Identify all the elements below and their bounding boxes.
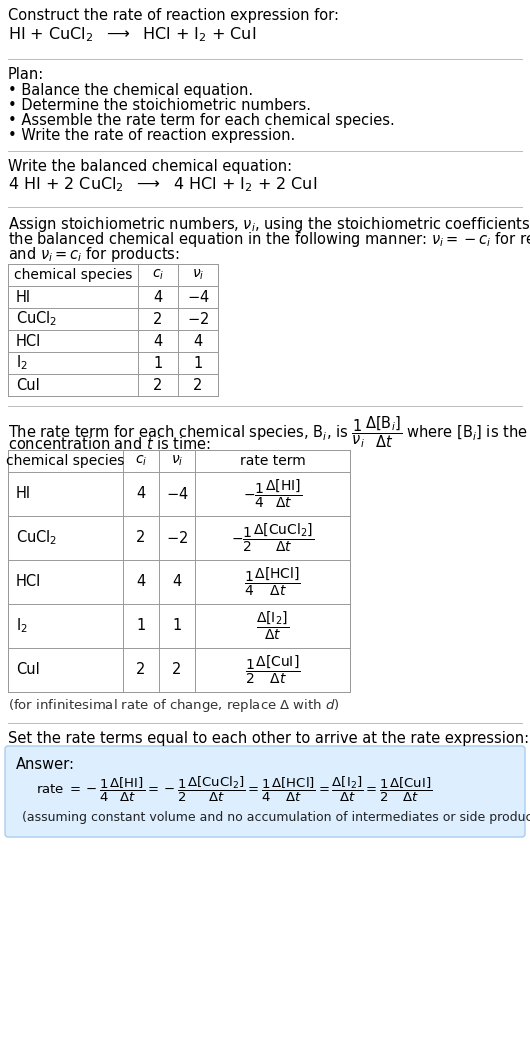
Bar — [8, 264, 218, 396]
Text: Construct the rate of reaction expression for:: Construct the rate of reaction expressio… — [8, 8, 339, 23]
Text: 2: 2 — [172, 663, 182, 677]
Text: CuCl$_2$: CuCl$_2$ — [16, 528, 57, 547]
Text: (for infinitesimal rate of change, replace Δ with $d$): (for infinitesimal rate of change, repla… — [8, 697, 340, 714]
Text: HCl: HCl — [16, 574, 41, 590]
Text: 4: 4 — [172, 574, 182, 590]
Text: 2: 2 — [136, 663, 146, 677]
Text: HI + CuCl$_2$  $\longrightarrow$  HCl + I$_2$ + CuI: HI + CuCl$_2$ $\longrightarrow$ HCl + I$… — [8, 25, 256, 44]
Bar — [8, 450, 350, 692]
Text: $-\dfrac{1}{4}\dfrac{\Delta[\mathrm{HI}]}{\Delta t}$: $-\dfrac{1}{4}\dfrac{\Delta[\mathrm{HI}]… — [243, 478, 302, 511]
Text: 2: 2 — [193, 377, 202, 393]
Text: chemical species: chemical species — [6, 454, 125, 468]
Text: HI: HI — [16, 290, 31, 304]
Text: 1: 1 — [193, 355, 202, 371]
Text: chemical species: chemical species — [14, 268, 132, 282]
Text: 1: 1 — [136, 619, 146, 634]
Text: The rate term for each chemical species, B$_i$, is $\dfrac{1}{\nu_i}\dfrac{\Delt: The rate term for each chemical species,… — [8, 414, 530, 449]
Text: $-\dfrac{1}{2}\dfrac{\Delta[\mathrm{CuCl_2}]}{\Delta t}$: $-\dfrac{1}{2}\dfrac{\Delta[\mathrm{CuCl… — [231, 522, 314, 554]
Text: Write the balanced chemical equation:: Write the balanced chemical equation: — [8, 159, 292, 174]
Text: 1: 1 — [172, 619, 182, 634]
Text: • Write the rate of reaction expression.: • Write the rate of reaction expression. — [8, 128, 295, 143]
Text: $\nu_i$: $\nu_i$ — [171, 454, 183, 468]
Text: $\dfrac{1}{2}\dfrac{\Delta[\mathrm{CuI}]}{\Delta t}$: $\dfrac{1}{2}\dfrac{\Delta[\mathrm{CuI}]… — [245, 653, 300, 687]
Text: concentration and $t$ is time:: concentration and $t$ is time: — [8, 436, 211, 452]
Text: 4: 4 — [136, 487, 146, 501]
Text: (assuming constant volume and no accumulation of intermediates or side products): (assuming constant volume and no accumul… — [22, 811, 530, 824]
Text: 4: 4 — [193, 333, 202, 348]
Text: HI: HI — [16, 487, 31, 501]
Text: $\dfrac{1}{4}\dfrac{\Delta[\mathrm{HCl}]}{\Delta t}$: $\dfrac{1}{4}\dfrac{\Delta[\mathrm{HCl}]… — [244, 566, 301, 598]
FancyBboxPatch shape — [5, 746, 525, 837]
Text: 2: 2 — [136, 530, 146, 546]
Text: $-4$: $-4$ — [166, 486, 188, 502]
Text: Set the rate terms equal to each other to arrive at the rate expression:: Set the rate terms equal to each other t… — [8, 731, 529, 746]
Text: the balanced chemical equation in the following manner: $\nu_i = -c_i$ for react: the balanced chemical equation in the fo… — [8, 230, 530, 249]
Text: • Assemble the rate term for each chemical species.: • Assemble the rate term for each chemic… — [8, 113, 395, 128]
Text: • Determine the stoichiometric numbers.: • Determine the stoichiometric numbers. — [8, 98, 311, 113]
Text: and $\nu_i = c_i$ for products:: and $\nu_i = c_i$ for products: — [8, 245, 180, 264]
Text: 4: 4 — [153, 290, 163, 304]
Text: • Balance the chemical equation.: • Balance the chemical equation. — [8, 83, 253, 98]
Text: $c_i$: $c_i$ — [152, 268, 164, 282]
Text: $\dfrac{\Delta[\mathrm{I_2}]}{\Delta t}$: $\dfrac{\Delta[\mathrm{I_2}]}{\Delta t}$ — [256, 610, 289, 642]
Text: I$_2$: I$_2$ — [16, 617, 28, 636]
Text: CuCl$_2$: CuCl$_2$ — [16, 309, 57, 328]
Text: Answer:: Answer: — [16, 756, 75, 772]
Text: rate term: rate term — [240, 454, 305, 468]
Text: 1: 1 — [153, 355, 163, 371]
Text: $-2$: $-2$ — [187, 311, 209, 327]
Text: 4: 4 — [136, 574, 146, 590]
Text: CuI: CuI — [16, 377, 40, 393]
Text: Assign stoichiometric numbers, $\nu_i$, using the stoichiometric coefficients, $: Assign stoichiometric numbers, $\nu_i$, … — [8, 215, 530, 234]
Text: CuI: CuI — [16, 663, 40, 677]
Text: 2: 2 — [153, 312, 163, 326]
Text: 2: 2 — [153, 377, 163, 393]
Text: $-2$: $-2$ — [166, 530, 188, 546]
Text: 4 HI + 2 CuCl$_2$  $\longrightarrow$  4 HCl + I$_2$ + 2 CuI: 4 HI + 2 CuCl$_2$ $\longrightarrow$ 4 HC… — [8, 175, 317, 194]
Text: 4: 4 — [153, 333, 163, 348]
Text: $c_i$: $c_i$ — [135, 454, 147, 468]
Text: HCl: HCl — [16, 333, 41, 348]
Text: rate $= -\dfrac{1}{4}\dfrac{\Delta[\mathrm{HI}]}{\Delta t} = -\dfrac{1}{2}\dfrac: rate $= -\dfrac{1}{4}\dfrac{\Delta[\math… — [36, 775, 432, 804]
Text: Plan:: Plan: — [8, 67, 44, 82]
Text: $-4$: $-4$ — [187, 289, 209, 305]
Text: $\nu_i$: $\nu_i$ — [192, 268, 204, 282]
Text: I$_2$: I$_2$ — [16, 353, 28, 372]
